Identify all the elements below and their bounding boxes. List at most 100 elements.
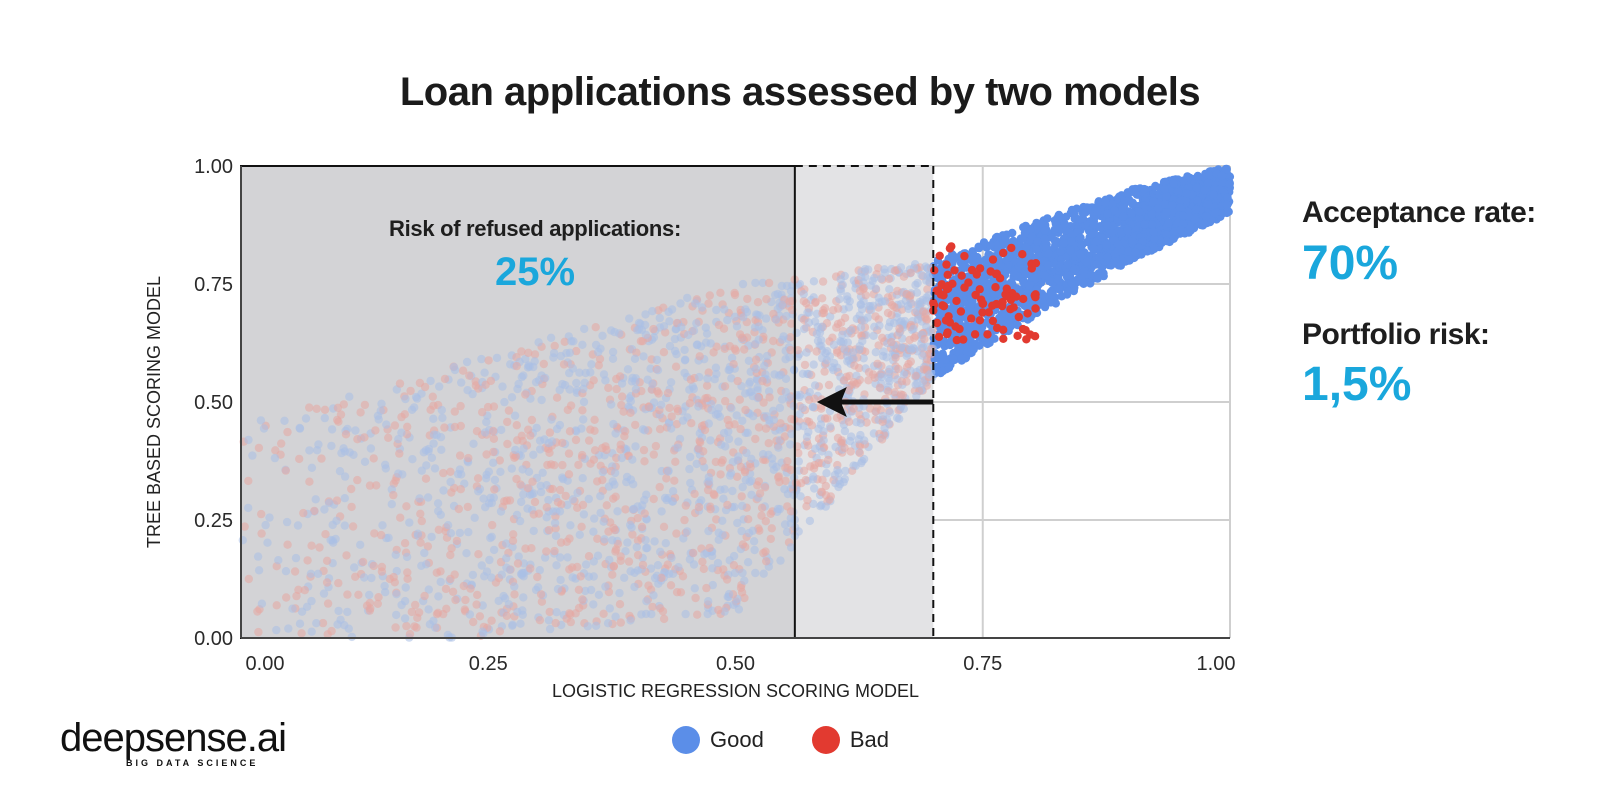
point-good [589,600,598,609]
point-good [347,632,357,642]
point-good [417,466,426,475]
point-good [463,386,472,395]
point-good [387,500,396,509]
point-good [584,572,594,581]
point-good [822,469,831,478]
point-good [724,589,734,599]
point-good [580,324,589,334]
point-bad [633,550,643,560]
point-bad [701,394,710,403]
point-bad [702,381,712,390]
point-good [519,490,528,499]
point-bad [318,618,328,628]
point-bad [516,480,525,489]
point-good [798,369,808,378]
point-bad [776,419,785,428]
point-good [1192,183,1201,193]
point-bad [719,324,729,333]
point-good [566,521,575,530]
point-good [679,534,688,543]
point-good [782,311,791,321]
point-good [753,393,762,403]
point-good [758,450,768,459]
point-good [307,627,316,636]
point-good [1103,252,1112,262]
point-bad [447,488,456,497]
point-bad [884,274,894,284]
point-bad [893,286,902,296]
point-good [775,403,785,413]
point-good [568,495,578,504]
point-bad [369,561,378,571]
point-bad [1014,312,1023,322]
point-bad [659,348,669,357]
point-bad [459,581,468,591]
point-bad [818,277,828,286]
point-good [270,453,280,463]
point-bad [574,585,584,594]
point-good [749,537,759,546]
point-bad [561,491,570,501]
point-bad [811,297,820,307]
point-bad [469,617,478,627]
point-bad [322,578,332,587]
point-good [519,444,528,453]
point-bad [504,406,514,415]
point-bad [315,543,324,552]
point-good [420,548,429,558]
point-bad [584,436,594,445]
point-good [686,478,695,488]
point-good [551,531,561,540]
point-bad [1002,284,1011,293]
point-good [598,467,607,477]
point-bad [534,509,544,518]
point-bad [271,446,280,455]
point-bad [824,455,833,465]
point-bad [904,359,913,369]
point-good [625,314,634,323]
point-bad [704,299,713,308]
point-bad [624,557,634,566]
point-good [750,545,759,555]
point-good [430,464,440,473]
point-good [828,363,837,372]
point-bad [356,408,365,417]
point-good [481,503,490,512]
point-good [697,303,707,312]
point-good [1073,277,1083,287]
point-good [626,520,635,530]
point-good [631,442,640,451]
point-bad [526,431,535,440]
point-good [376,406,385,415]
point-bad [305,477,314,486]
point-bad [840,443,849,453]
point-bad [948,279,957,288]
point-bad [761,424,771,433]
point-good [280,416,289,425]
point-bad [766,534,775,544]
point-bad [875,383,885,392]
point-good [337,448,346,458]
point-good [869,331,878,340]
point-good [1066,237,1076,246]
point-good [667,553,676,563]
point-good [747,454,756,463]
point-bad [530,497,540,507]
point-bad [440,423,449,432]
point-good [708,580,717,590]
point-good [655,313,664,323]
point-good [433,499,443,508]
point-bad [941,316,951,325]
point-good [507,464,516,473]
point-good [742,448,751,458]
point-good [1150,244,1159,254]
point-good [665,341,675,351]
point-good [796,492,805,501]
point-bad [839,376,849,385]
point-good [394,469,403,478]
point-good [519,559,528,568]
point-bad [513,559,523,568]
chart-legend: Good Bad [672,726,937,754]
point-bad [690,489,699,499]
point-bad [1007,243,1016,253]
